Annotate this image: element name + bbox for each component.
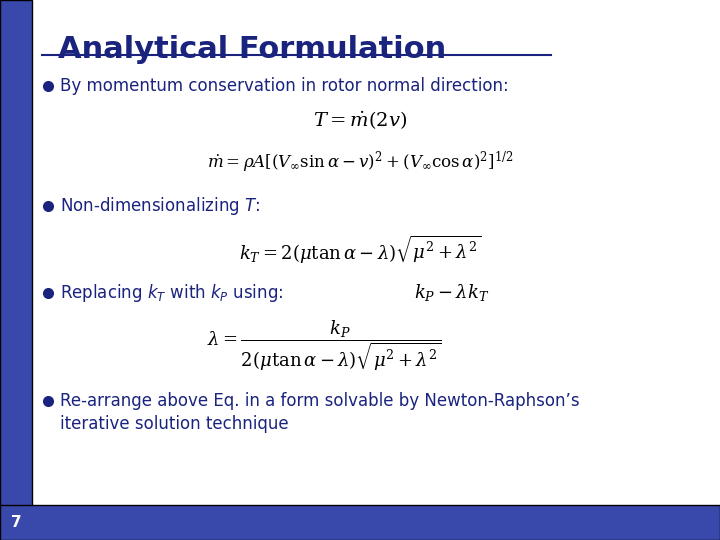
Text: By momentum conservation in rotor normal direction:: By momentum conservation in rotor normal… xyxy=(60,77,508,96)
Text: iterative solution technique: iterative solution technique xyxy=(60,415,289,433)
Text: Analytical Formulation: Analytical Formulation xyxy=(58,35,446,64)
FancyBboxPatch shape xyxy=(0,505,720,540)
Text: $T = \dot{m}(2v)$: $T = \dot{m}(2v)$ xyxy=(313,109,407,131)
Text: $k_P - \lambda k_T$: $k_P - \lambda k_T$ xyxy=(414,282,490,303)
Text: $\dot{m} = \rho A[(V_\infty \sin\alpha - v)^2 + (V_\infty \cos\alpha)^2]^{1/2}$: $\dot{m} = \rho A[(V_\infty \sin\alpha -… xyxy=(207,150,513,174)
Text: Non-dimensionalizing $T$:: Non-dimensionalizing $T$: xyxy=(60,195,260,217)
FancyBboxPatch shape xyxy=(0,0,32,540)
Text: Replacing $k_T$ with $k_P$ using:: Replacing $k_T$ with $k_P$ using: xyxy=(60,282,283,303)
Text: $k_T = 2(\mu\tan\alpha - \lambda)\sqrt{\mu^2 + \lambda^2}$: $k_T = 2(\mu\tan\alpha - \lambda)\sqrt{\… xyxy=(239,233,481,266)
Text: 7: 7 xyxy=(11,515,21,530)
Text: Re-arrange above Eq. in a form solvable by Newton-Raphson’s: Re-arrange above Eq. in a form solvable … xyxy=(60,392,580,410)
Text: $\lambda = \dfrac{k_P}{2(\mu\tan\alpha - \lambda)\sqrt{\mu^2 + \lambda^2}}$: $\lambda = \dfrac{k_P}{2(\mu\tan\alpha -… xyxy=(207,318,441,373)
